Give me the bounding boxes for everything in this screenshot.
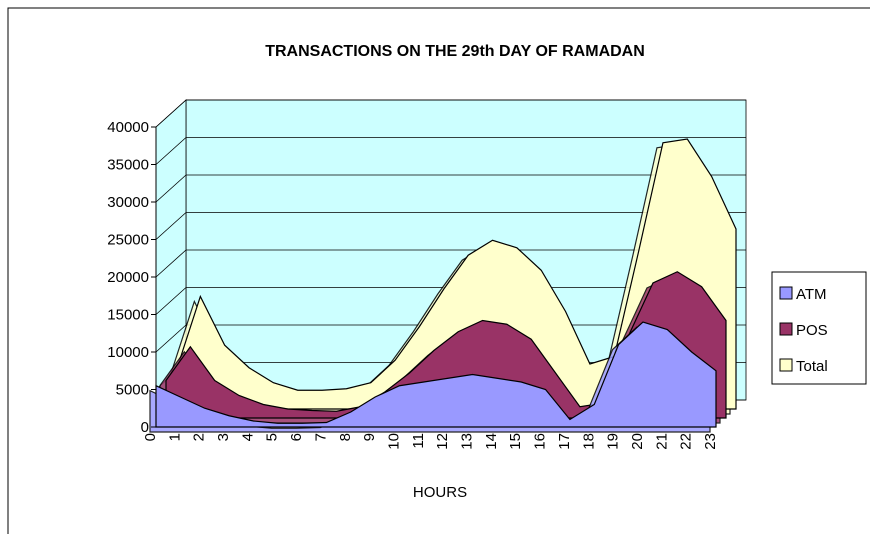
x-tick-label: 11 — [410, 433, 427, 449]
x-tick-label: 1 — [166, 433, 183, 441]
y-tick-label: 35000 — [107, 157, 149, 174]
area — [155, 321, 717, 428]
x-tick-label: 5 — [264, 433, 281, 441]
x-tick-label: 7 — [312, 433, 329, 441]
grid-line-side — [155, 174, 187, 203]
y-tick-label: 0 — [141, 419, 149, 436]
y-tick-label: 40000 — [107, 119, 149, 136]
x-tick-label: 20 — [629, 433, 646, 450]
x-tick-label: 0 — [142, 433, 159, 441]
grid-line-side — [155, 212, 187, 240]
y-tick-label: 30000 — [107, 194, 149, 211]
chart-title: TRANSACTIONS ON THE 29th DAY OF RAMADAN — [265, 43, 645, 60]
x-tick-label: 9 — [361, 433, 378, 441]
legend-label: POS — [796, 322, 828, 339]
legend-label: Total — [796, 358, 828, 375]
x-tick-label: 16 — [532, 433, 549, 450]
x-axis-label: HOURS — [413, 484, 467, 501]
x-tick-label: 18 — [580, 433, 597, 450]
legend-swatch — [779, 322, 793, 336]
grid-line-side — [155, 137, 187, 165]
x-tick-label: 12 — [434, 433, 451, 450]
x-tick-label: 13 — [459, 433, 476, 450]
x-tick-label: 21 — [653, 433, 670, 450]
y-tick-label: 5000 — [116, 382, 149, 399]
axes: 0 5000 10000 15000 20000 25000 30000 35000 40000… — [107, 119, 719, 450]
y-tick-label: 25000 — [107, 232, 149, 249]
legend-label: ATM — [796, 286, 827, 303]
x-tick-label: 17 — [556, 433, 573, 450]
area — [165, 271, 727, 419]
x-tick-label: 15 — [507, 433, 524, 450]
x-tick-label: 8 — [337, 433, 354, 441]
legend: ATM POS Total — [771, 271, 867, 385]
legend-swatch — [779, 286, 793, 300]
y-tick-label: 15000 — [107, 307, 149, 324]
x-tick-label: 4 — [239, 433, 256, 441]
grid-line-side — [155, 287, 187, 315]
grid-line-side — [155, 249, 187, 278]
legend-swatch — [779, 358, 793, 372]
x-tick-label: 19 — [605, 433, 622, 450]
x-tick-label: 3 — [215, 433, 232, 441]
x-tick-label: 22 — [678, 433, 695, 450]
x-tick-label: 23 — [702, 433, 719, 450]
y-tick-label: 10000 — [107, 344, 149, 361]
grid-line-side — [155, 324, 187, 353]
x-tick-label: 2 — [191, 433, 208, 441]
grid-line-side — [155, 99, 187, 128]
x-tick-label: 14 — [483, 433, 500, 450]
x-tick-label: 6 — [288, 433, 305, 441]
x-tick-label: 10 — [385, 433, 402, 450]
y-tick-label: 20000 — [107, 269, 149, 286]
area — [175, 138, 737, 410]
areas — [149, 138, 737, 433]
